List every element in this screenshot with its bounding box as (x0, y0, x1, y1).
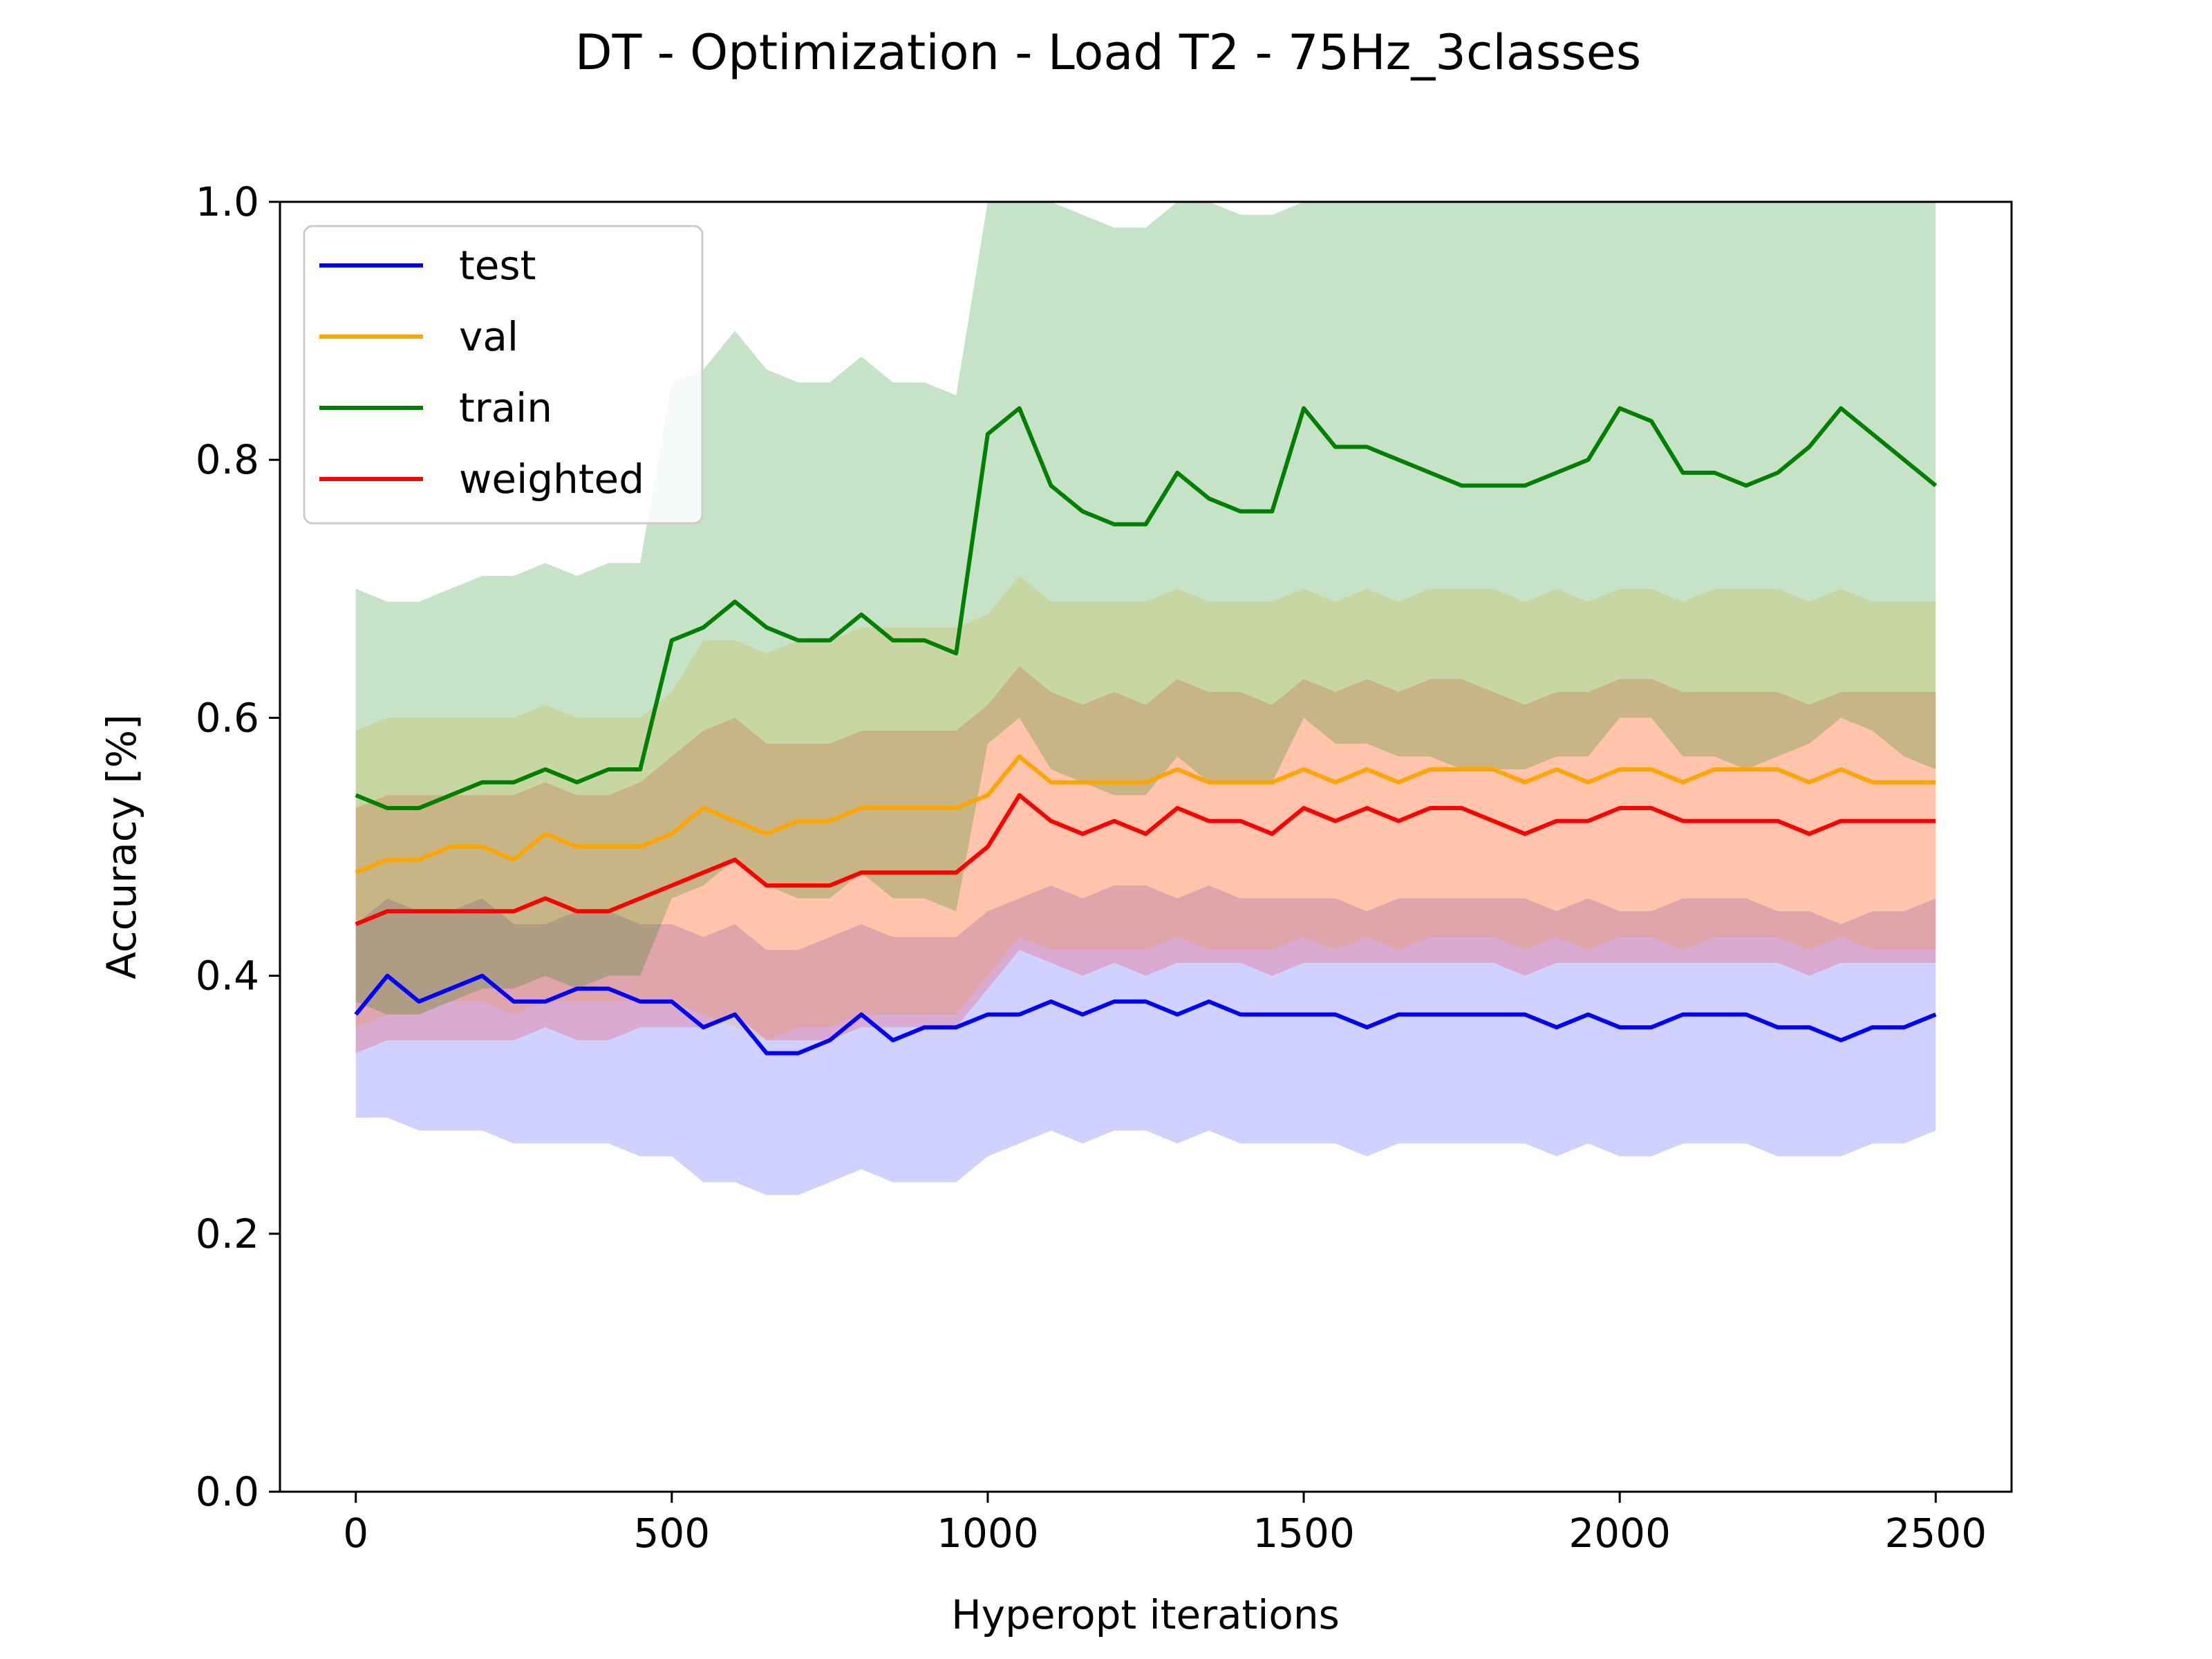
band-train (355, 202, 1936, 1015)
y-tick-label: 0.0 (196, 1468, 259, 1515)
band-test (355, 885, 1936, 1195)
line-test (354, 973, 1937, 1056)
y-tick-label: 0.6 (196, 694, 259, 741)
legend-label-val: val (459, 313, 518, 360)
band-val (355, 576, 1936, 1040)
y-axis-ticks: 0.0 0.2 0.4 0.6 0.8 1.0 (196, 178, 280, 1515)
y-tick-label: 0.4 (196, 953, 259, 1000)
x-tick-label: 1000 (937, 1510, 1039, 1557)
error-bands (355, 202, 1936, 1195)
legend-label-train: train (459, 384, 552, 431)
y-tick-label: 0.8 (196, 436, 259, 483)
x-tick-label: 1500 (1253, 1510, 1355, 1557)
series-lines (354, 406, 1938, 1056)
legend-box (303, 225, 704, 525)
legend-label-weighted: weighted (459, 456, 644, 503)
x-tick-label: 500 (633, 1510, 710, 1557)
x-tick-label: 2000 (1568, 1510, 1671, 1557)
legend: test val train weighted (303, 225, 704, 525)
plot-frame (279, 200, 2013, 1493)
x-tick-label: 2500 (1884, 1510, 1987, 1557)
x-tick-label: 0 (343, 1510, 368, 1557)
line-val (355, 754, 1936, 875)
band-weighted (355, 666, 1936, 1053)
y-tick-label: 1.0 (196, 178, 259, 225)
chart-title: DT - Optimization - Load T2 - 75Hz_3clas… (575, 24, 1642, 81)
x-axis-label: Hyperopt iterations (951, 1591, 1340, 1638)
y-axis-label: Accuracy [%] (98, 714, 145, 980)
line-train (355, 406, 1938, 810)
legend-label-test: test (459, 242, 536, 289)
y-tick-label: 0.2 (196, 1210, 259, 1257)
line-weighted (355, 793, 1936, 926)
x-axis-ticks: 0 500 1000 1500 2000 2500 (343, 1492, 1987, 1557)
